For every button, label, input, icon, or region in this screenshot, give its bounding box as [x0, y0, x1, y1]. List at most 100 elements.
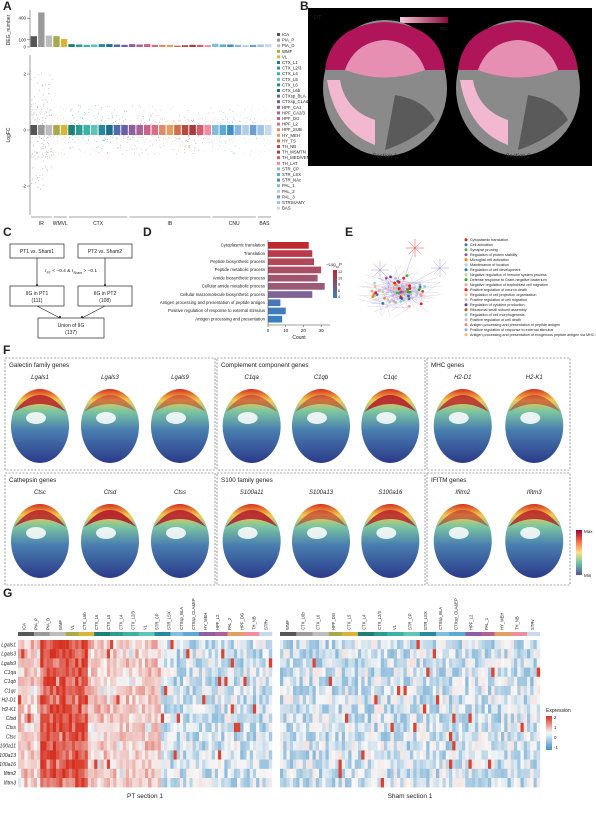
point: [270, 139, 272, 141]
heat-cell: [173, 778, 177, 788]
heat-cell: [119, 768, 123, 779]
heat-cell: [436, 750, 440, 760]
heat-cell: [468, 649, 472, 659]
heat-cell: [221, 750, 225, 760]
heat-cell: [432, 722, 437, 733]
heat-cell: [536, 686, 541, 696]
heat-cell: [289, 732, 294, 742]
point: [84, 112, 86, 114]
heat-cell: [91, 713, 95, 723]
heat-cell: [319, 649, 323, 659]
bar: [91, 44, 98, 47]
heat-cell: [309, 649, 313, 659]
heat-cell: [97, 741, 101, 751]
heat-cell: [403, 759, 407, 769]
heat-cell: [390, 741, 394, 751]
legend-dot: [464, 258, 468, 262]
annotation: [312, 632, 316, 636]
heat-cell: [371, 741, 375, 751]
heat-cell: [504, 732, 508, 742]
point: [37, 82, 39, 84]
heat-cell: [497, 649, 502, 659]
heat-cell: [129, 658, 133, 668]
heat-cell: [151, 750, 155, 760]
heat-cell: [154, 778, 158, 788]
label: Sham section 1: [388, 793, 433, 800]
point: [31, 104, 33, 106]
point: [63, 153, 65, 155]
region-box: [60, 125, 68, 135]
heat-cell: [119, 695, 123, 705]
heat-cell: [49, 722, 54, 733]
heat-cell: [533, 759, 537, 769]
heat-cell: [510, 676, 515, 687]
point: [172, 121, 174, 123]
point: [216, 139, 218, 141]
point: [47, 152, 49, 153]
point: [63, 139, 65, 141]
heat-cell: [186, 658, 190, 668]
heat-cell: [148, 778, 152, 788]
heat-cell: [338, 713, 342, 723]
heat-cell: [71, 722, 76, 733]
label: WMF: [282, 49, 293, 54]
heat-cell: [233, 686, 238, 696]
heat-cell: [246, 778, 250, 788]
node: [404, 290, 408, 293]
heat-cell: [403, 713, 407, 723]
label: STR_CP: [408, 613, 413, 630]
heat-cell: [296, 658, 300, 668]
heat-cell: [315, 759, 320, 769]
point: [90, 108, 92, 110]
point: [83, 114, 85, 116]
point: [87, 139, 89, 141]
heat-cell: [439, 778, 443, 788]
heat-cell: [40, 640, 44, 650]
heat-cell: [30, 695, 35, 705]
heat-cell: [377, 649, 381, 659]
heat-cell: [423, 741, 427, 751]
heat-cell: [393, 695, 398, 705]
annotation: [510, 632, 515, 636]
heat-cell: [497, 640, 502, 650]
heat-cell: [335, 649, 339, 659]
edge: [433, 267, 441, 275]
heat-cell: [268, 778, 273, 788]
point: [32, 152, 34, 154]
heat-cell: [205, 732, 209, 742]
heat-cell: [68, 686, 73, 696]
label: Translation: [244, 251, 266, 256]
heat-cell: [122, 640, 127, 650]
point: [77, 123, 79, 124]
heat-cell: [312, 667, 316, 677]
heat-cell: [243, 759, 247, 769]
heat-cell: [507, 667, 511, 677]
heat-cell: [189, 741, 193, 751]
label: CTXsp_BLA: [282, 94, 306, 99]
node: [417, 288, 421, 292]
heat-cell: [198, 741, 203, 751]
heat-cell: [452, 667, 456, 677]
heat-cell: [135, 658, 139, 668]
heat-cell: [87, 768, 92, 779]
heat-cell: [481, 722, 485, 733]
heat-cell: [24, 667, 28, 677]
heat-cell: [361, 676, 365, 687]
heat-cell: [49, 640, 54, 650]
heat-cell: [259, 741, 263, 751]
heat-cell: [243, 667, 247, 677]
heat-cell: [299, 667, 303, 677]
heat-cell: [523, 778, 528, 788]
heat-cell: [520, 686, 524, 696]
heat-cell: [315, 649, 320, 659]
heat-cell: [249, 713, 254, 723]
heat-cell: [332, 768, 336, 779]
heat-cell: [312, 686, 316, 696]
heat-cell: [30, 704, 35, 714]
heat-cell: [351, 640, 355, 650]
point: [37, 186, 39, 188]
heat-cell: [406, 722, 411, 733]
heat-cell: [517, 732, 521, 742]
heat-cell: [37, 649, 41, 659]
region-swatch: [277, 89, 280, 92]
